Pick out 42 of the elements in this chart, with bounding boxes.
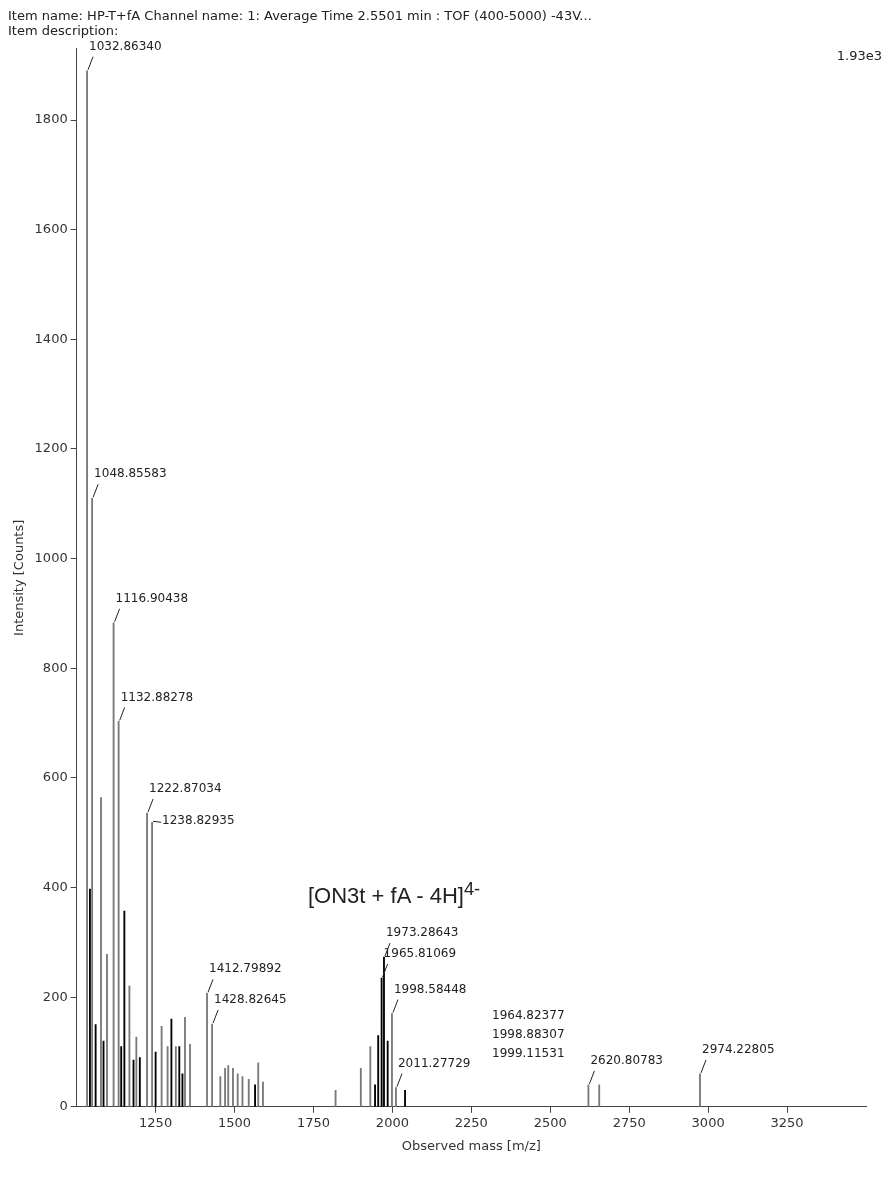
x-tick-label: 1750 bbox=[296, 1114, 331, 1130]
x-tick-label: 3250 bbox=[770, 1114, 804, 1130]
annotation: 2974.22805 bbox=[702, 1042, 775, 1057]
y-tick-label: 1200 bbox=[34, 440, 68, 456]
x-tick-label: 1500 bbox=[218, 1114, 252, 1130]
annotation: 1999.11531 bbox=[492, 1046, 565, 1060]
y-tick-label: 800 bbox=[42, 659, 68, 675]
annotation: 1048.85583 bbox=[94, 466, 167, 481]
y-tick-label: 1600 bbox=[34, 221, 68, 237]
annotation: 1973.28643 bbox=[385, 925, 459, 940]
x-tick-label: 1250 bbox=[139, 1114, 173, 1130]
annotation: 2620.80783 bbox=[590, 1053, 663, 1067]
annotation: 1222.87034 bbox=[149, 781, 222, 796]
x-tick-label: 2000 bbox=[375, 1114, 409, 1130]
annotation: [ON3t + fA - 4H]$^{4-}$ bbox=[308, 878, 481, 910]
y-tick-label: 1000 bbox=[34, 549, 68, 565]
chart-subtitle: Item description: bbox=[8, 23, 120, 38]
y-tick-label: 200 bbox=[42, 988, 68, 1004]
y-tick-label: 1400 bbox=[34, 330, 68, 346]
annotation: 2011.27729 bbox=[397, 1055, 471, 1070]
y-tick-label: 600 bbox=[42, 769, 68, 785]
x-axis-title: Observed mass [m/z] bbox=[401, 1137, 541, 1153]
x-tick-label: 2750 bbox=[612, 1114, 646, 1130]
annotation: 1132.88278 bbox=[120, 689, 194, 704]
annotation: 1998.88307 bbox=[492, 1027, 565, 1041]
annotation: 1116.90438 bbox=[115, 590, 189, 605]
annotation: 1412.79892 bbox=[209, 961, 282, 976]
y-axis-title: Intensity [Counts] bbox=[11, 519, 27, 636]
y-tick-label: 0 bbox=[59, 1098, 68, 1114]
annotation: 1964.82377 bbox=[492, 1008, 565, 1022]
annotation: 1.93e3 bbox=[836, 48, 882, 63]
x-tick-label: 3000 bbox=[691, 1114, 725, 1130]
x-tick-label: 2250 bbox=[454, 1114, 488, 1130]
annotation: 1998.58448 bbox=[393, 981, 467, 996]
chart-title: Item name: HP-T+fA Channel name: 1: Average Time 2.5501 min : TOF (400-5000) -43V... bbox=[8, 8, 593, 23]
annotation: 1428.82645 bbox=[214, 992, 287, 1007]
annotation: 1965.81069 bbox=[383, 946, 457, 961]
x-tick-label: 2500 bbox=[533, 1114, 567, 1130]
y-tick-label: 400 bbox=[42, 878, 68, 894]
annotation: 1238.82935 bbox=[162, 813, 235, 828]
annotation: 1032.86340 bbox=[89, 38, 162, 53]
y-tick-label: 1800 bbox=[34, 111, 68, 127]
